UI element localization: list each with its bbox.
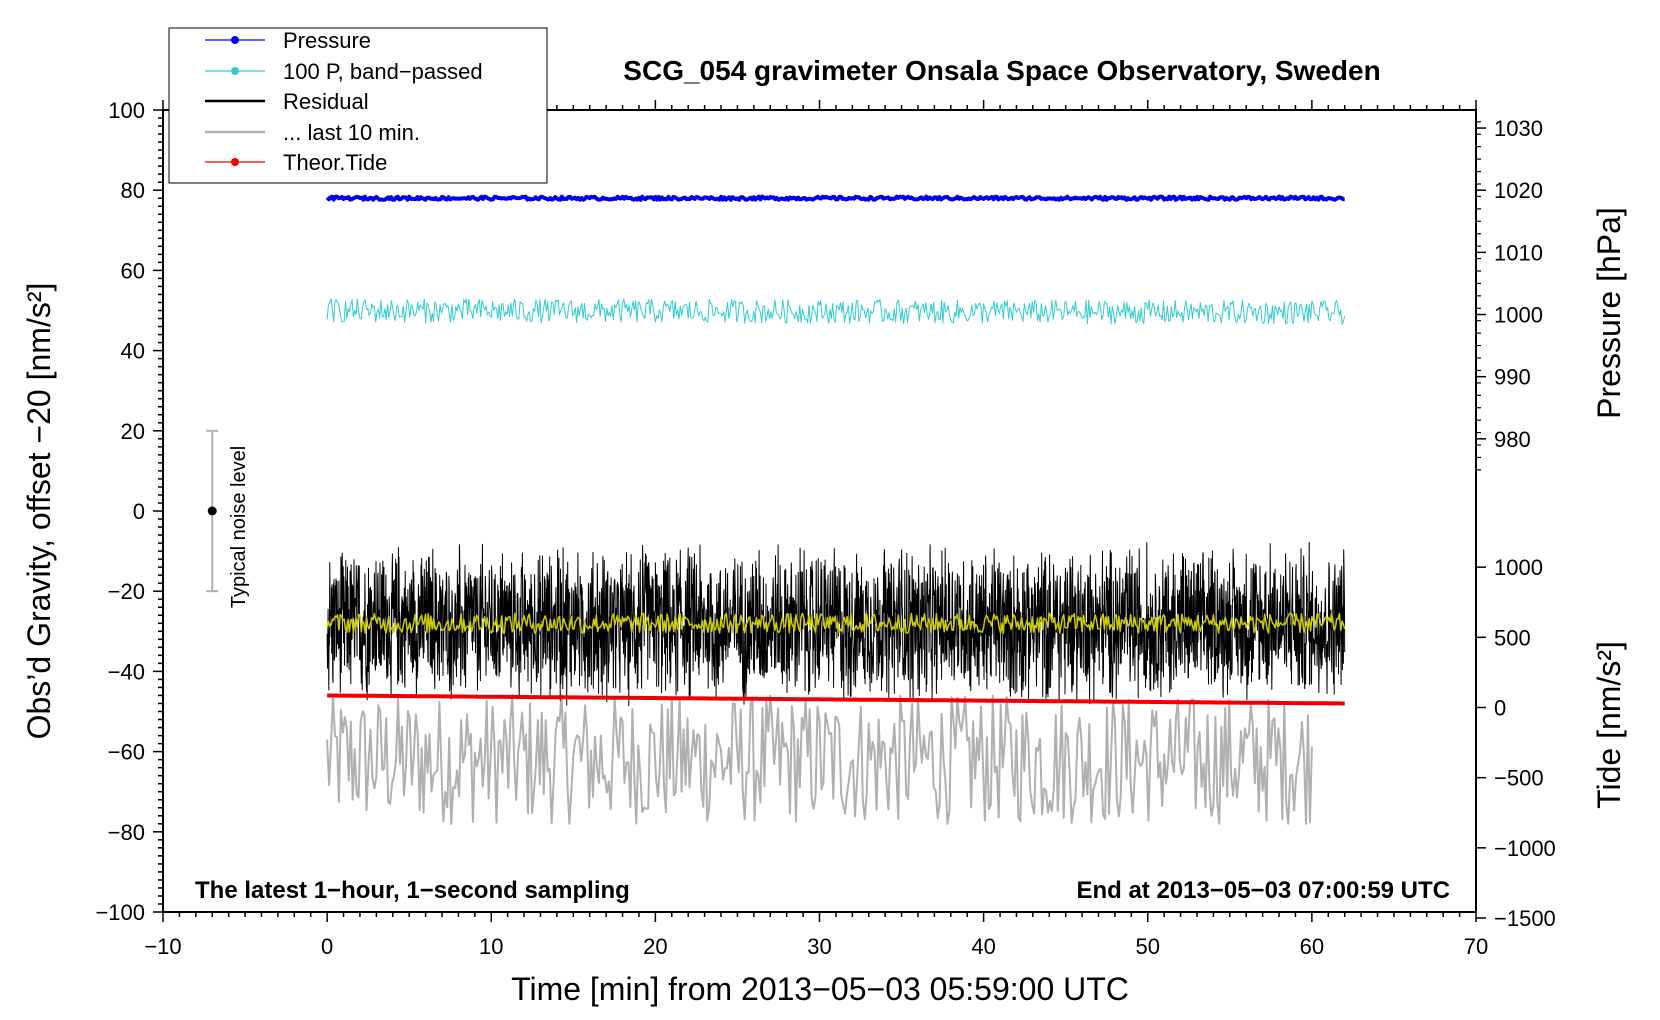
noise-bar-center: [207, 506, 217, 516]
x-tick-label: 0: [321, 934, 333, 959]
series-line: [326, 693, 1346, 706]
y-axis-title-tide: Tide [nm/s²]: [1591, 641, 1627, 809]
pressure-tick-label: 1030: [1494, 116, 1543, 141]
pressure-tick-label: 990: [1494, 365, 1531, 390]
tide-tick-label: −500: [1494, 766, 1544, 791]
x-tick-label: 40: [971, 934, 995, 959]
series-line: [326, 541, 1346, 707]
y-axis-title-left: Obs’d Gravity, offset −20 [nm/s²]: [21, 283, 57, 740]
series-line: [326, 612, 1346, 634]
legend-marker-tide: [231, 158, 239, 166]
x-tick-label: 30: [807, 934, 831, 959]
y-tick-label: 0: [133, 499, 145, 524]
y-tick-label: −100: [95, 900, 145, 925]
axis-ticks: −10 0 10 20 30 40 50 60 70100806040200−20−40−60−…: [95, 98, 1555, 959]
x-tick-label: −10: [144, 934, 181, 959]
y-axis-title-pressure: Pressure [hPa]: [1591, 207, 1627, 419]
noise-level-indicator: [206, 429, 219, 593]
pressure-tick-label: 980: [1494, 427, 1531, 452]
tide-tick-label: −1500: [1494, 906, 1556, 931]
legend-label-residual: Residual: [283, 89, 369, 114]
chart-title: SCG_054 gravimeter Onsala Space Observat…: [623, 55, 1380, 86]
annotation-end-time: End at 2013−05−03 07:00:59 UTC: [1076, 877, 1450, 904]
y-tick-label: 60: [121, 258, 145, 283]
tide-tick-label: 0: [1494, 695, 1506, 720]
y-tick-label: 20: [121, 419, 145, 444]
legend-label-pressure: Pressure: [283, 28, 371, 53]
pressure-tick-label: 1000: [1494, 303, 1543, 328]
tide-tick-label: −1000: [1494, 836, 1556, 861]
series-line: [325, 194, 1346, 202]
legend-label-last10: ... last 10 min.: [283, 120, 420, 145]
tide-tick-label: 500: [1494, 625, 1531, 650]
data-series: [325, 194, 1346, 825]
annotation-sampling: The latest 1−hour, 1−second sampling: [195, 877, 630, 904]
legend-box: [168, 27, 548, 184]
x-axis-title: Time [min] from 2013−05−03 05:59:00 UTC: [511, 971, 1129, 1007]
y-tick-label: −40: [108, 659, 145, 684]
pressure-tick-label: 1020: [1494, 178, 1543, 203]
y-tick-label: 80: [121, 178, 145, 203]
legend-marker-pressure: [231, 36, 239, 44]
legend-label-bandpassed: 100 P, band−passed: [283, 59, 483, 84]
series-line: [326, 694, 1313, 825]
x-tick-label: 20: [643, 934, 667, 959]
legend-marker-bandpassed: [231, 67, 239, 75]
y-tick-label: 40: [121, 339, 145, 364]
y-tick-label: −60: [108, 740, 145, 765]
y-tick-label: −20: [108, 579, 145, 604]
pressure-tick-label: 1010: [1494, 240, 1543, 265]
y-tick-label: −80: [108, 820, 145, 845]
y-tick-label: 100: [108, 98, 145, 123]
noise-level-label: Typical noise level: [228, 446, 250, 608]
legend-label-tide: Theor.Tide: [283, 150, 387, 175]
x-tick-label: 10: [479, 934, 503, 959]
series-line: [326, 298, 1346, 325]
x-tick-label: 60: [1300, 934, 1324, 959]
legend: Pressure 100 P, band−passed Residual ...…: [168, 27, 548, 184]
tide-tick-label: 1000: [1494, 555, 1543, 580]
x-tick-label: 50: [1136, 934, 1160, 959]
x-tick-label: 70: [1464, 934, 1488, 959]
